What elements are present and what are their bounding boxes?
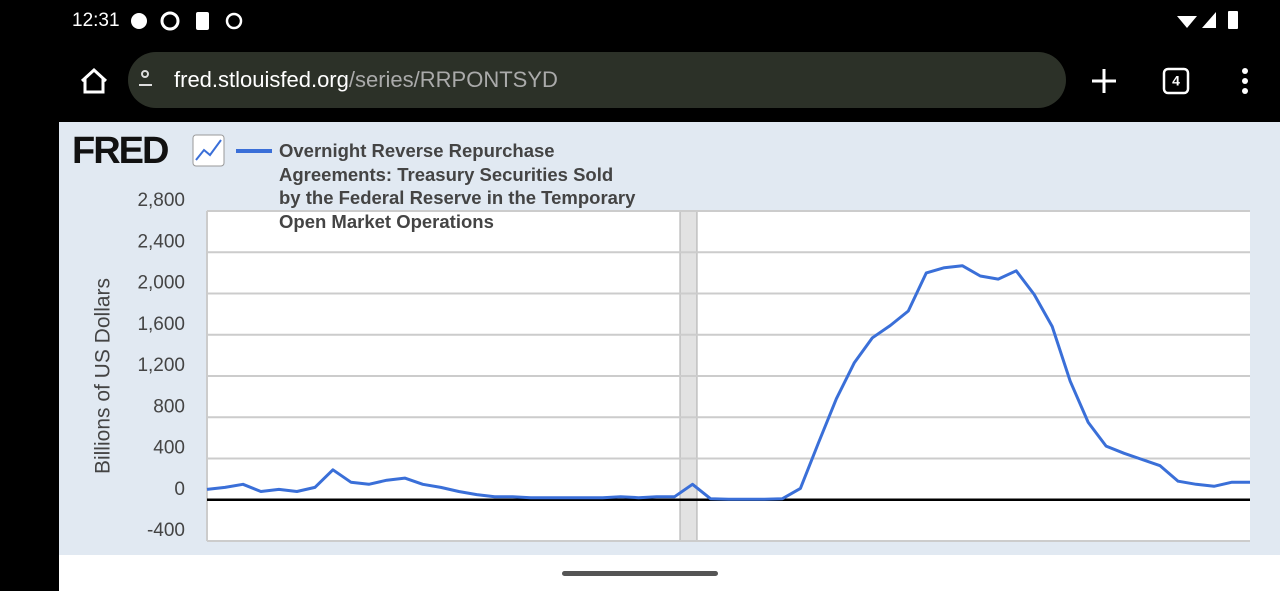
y-tick-label: -400: [147, 520, 185, 541]
y-tick-label: 1,200: [137, 355, 185, 376]
wifi-icon: [1177, 16, 1197, 28]
tab-count: 4: [1172, 73, 1180, 89]
menu-button[interactable]: [1242, 68, 1248, 94]
status-icon: [225, 12, 243, 30]
legend-text: Overnight Reverse Repurchase Agreements:…: [279, 140, 636, 232]
nav-handle[interactable]: [562, 571, 718, 576]
url-bar[interactable]: [128, 52, 1066, 108]
y-tick-label: 1,600: [137, 314, 185, 335]
url-path: /series/RRPONTSYD: [349, 67, 558, 92]
y-tick-label: 2,800: [137, 190, 185, 211]
y-tick-label: 400: [153, 438, 185, 459]
y-tick-label: 2,400: [137, 231, 185, 252]
grid: -400 0 400 800 1,200 1,600 2,000 2,400 2,800: [137, 190, 1250, 542]
y-tick-label: 2,000: [137, 273, 185, 294]
y-tick-label: 800: [153, 396, 185, 417]
plot: [206, 264, 1250, 501]
y-tick-label: 0: [174, 479, 185, 500]
chart-icon: [192, 134, 225, 167]
url[interactable]: fred.stlouisfed.org/series/RRPONTSYD: [174, 67, 558, 92]
data-line: [206, 264, 1250, 501]
tabs-button[interactable]: [1162, 67, 1190, 95]
status-icon: [160, 11, 180, 31]
new-tab-button[interactable]: [1092, 69, 1116, 93]
y-axis-label: Billions of US Dollars: [92, 278, 115, 474]
site-info-icon[interactable]: [141, 70, 149, 78]
status-icon: [196, 12, 209, 30]
signal-icon: [1202, 12, 1216, 28]
status-time: 12:31: [72, 10, 120, 31]
battery-icon: [1228, 11, 1238, 29]
fred-logo[interactable]: FRED: [72, 130, 170, 172]
home-button[interactable]: [80, 67, 108, 94]
chart-icon: [195, 139, 222, 161]
url-host: fred.stlouisfed.org: [174, 67, 349, 92]
status-icon: [131, 13, 147, 29]
